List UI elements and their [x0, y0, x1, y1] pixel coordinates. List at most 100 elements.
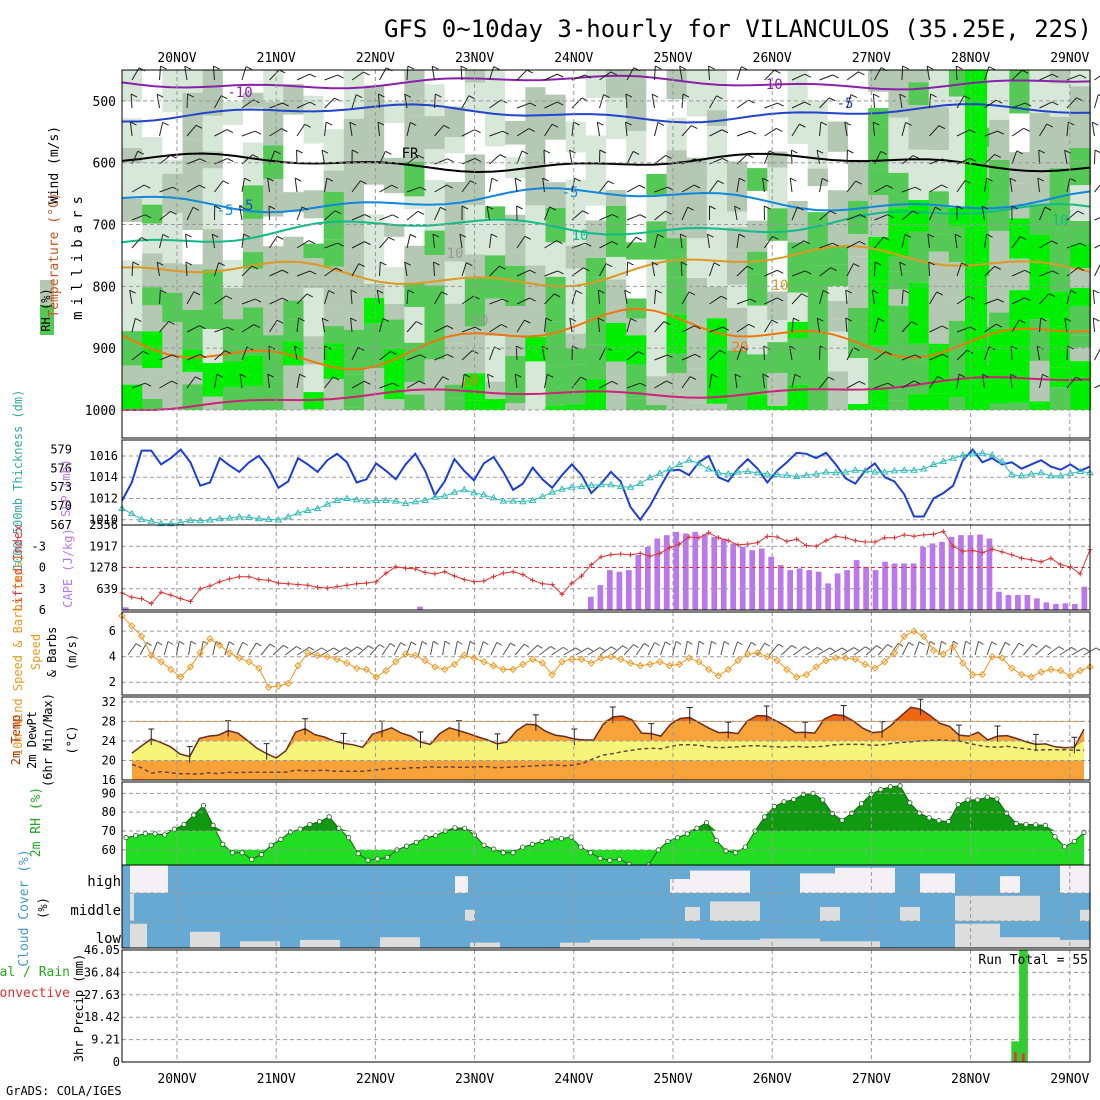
wind-barb	[185, 234, 188, 249]
cloud-low-cell	[1060, 939, 1090, 948]
wind-barb	[267, 177, 274, 182]
rh-cell	[464, 326, 486, 374]
temp-tick-label: 24	[102, 734, 116, 748]
wind-barb	[927, 234, 930, 249]
wind-barb	[218, 262, 225, 267]
wind-barb	[211, 234, 215, 249]
cape-bar	[825, 583, 831, 610]
wind-barb	[496, 641, 503, 646]
rh-cell	[303, 158, 325, 191]
cape-bar	[749, 550, 756, 610]
rh-cell	[545, 242, 567, 277]
rh-cell	[868, 330, 890, 346]
wind-barb	[709, 180, 719, 193]
rh-cell	[787, 70, 809, 86]
rh-cell	[485, 218, 507, 256]
rh2m-point	[684, 831, 690, 837]
lifted-axis-label: Lifted Index	[11, 525, 25, 612]
cape-bar	[882, 561, 888, 610]
wind-barb	[887, 644, 893, 648]
cape-bar	[986, 538, 993, 610]
wind-barb	[1039, 270, 1053, 277]
wind-barb	[1009, 374, 1013, 389]
wind-barb	[192, 206, 200, 211]
lifted-point	[530, 577, 536, 583]
wind-barb	[294, 178, 298, 193]
lifted-line	[121, 530, 1091, 605]
lifted-point	[275, 580, 281, 586]
rh-cell	[706, 220, 728, 257]
cloud-low-cell	[1000, 937, 1060, 948]
rh-cell	[162, 292, 184, 323]
wind-barb	[156, 261, 164, 266]
rh-cell	[464, 205, 486, 255]
rh-cell	[827, 286, 849, 302]
lifted-point	[676, 541, 682, 547]
temp-band-yellow	[132, 740, 1084, 761]
rh-cell	[686, 195, 708, 239]
wind-barb	[404, 262, 408, 277]
wind-barb	[1091, 122, 1095, 137]
wind-barb	[764, 642, 770, 647]
cloud-low-cell	[190, 931, 220, 948]
wind-barb	[269, 150, 276, 165]
wind-barb	[245, 66, 253, 71]
cape-bar	[1062, 603, 1069, 610]
cloud-high-cell	[920, 873, 955, 893]
wind-barb	[624, 290, 628, 305]
thickness-tick-label: 567	[50, 518, 72, 532]
wind-barb	[1095, 647, 1100, 651]
cloud-mid-cell	[900, 907, 920, 921]
wind-barb	[388, 236, 395, 241]
rh-cell	[525, 336, 547, 362]
wind-barb	[665, 210, 672, 215]
wind-axis-label-3: & Barbs	[45, 627, 59, 678]
cape-bar	[1081, 586, 1088, 610]
thickness-line	[121, 452, 1091, 525]
rh-cell	[464, 111, 486, 155]
lifted-point	[843, 535, 849, 541]
wind-barb	[713, 262, 721, 267]
wind-barb	[736, 178, 740, 193]
rh-cell	[585, 379, 607, 410]
wind-barb	[762, 374, 765, 389]
cape-bar	[701, 534, 708, 610]
thickness-tick-label: 576	[50, 461, 72, 475]
wind-barb	[131, 214, 146, 221]
wind-barb	[376, 289, 384, 294]
rh-cell	[424, 333, 446, 360]
wind-barb	[654, 234, 659, 249]
rh-cell	[485, 173, 507, 207]
wind-speed-point	[1037, 668, 1045, 676]
wind-speed-point	[587, 659, 596, 667]
cape-bar	[958, 535, 964, 610]
wind-barb	[887, 214, 894, 219]
wind-barb	[406, 210, 419, 221]
rh-cell	[747, 168, 769, 191]
wind-barb	[529, 297, 536, 302]
rh-cell	[222, 124, 244, 140]
wind-barb	[582, 210, 589, 215]
rh-cell	[525, 87, 547, 120]
wind-barb	[272, 644, 284, 656]
wind-barb	[358, 263, 365, 268]
thickness-point	[900, 466, 909, 473]
rh-cell	[747, 190, 769, 221]
rh-cell	[162, 212, 184, 264]
wind-barb	[681, 291, 690, 305]
cape-bar	[853, 560, 860, 610]
wind-barb	[406, 122, 411, 137]
rh2m-point	[1013, 820, 1019, 827]
wind-barb	[736, 265, 748, 277]
wind-barb	[902, 65, 909, 70]
thickness-point	[127, 509, 136, 517]
rh-cell	[706, 349, 728, 391]
rh-cell	[1029, 277, 1051, 294]
rh-cell	[243, 355, 265, 386]
rh-cell	[868, 405, 890, 410]
thickness-tick-label: 570	[50, 499, 72, 513]
cloud-low-cell	[640, 938, 700, 948]
wind-barb	[736, 234, 740, 249]
rh-cell	[545, 94, 567, 140]
wind-barb	[489, 178, 493, 193]
